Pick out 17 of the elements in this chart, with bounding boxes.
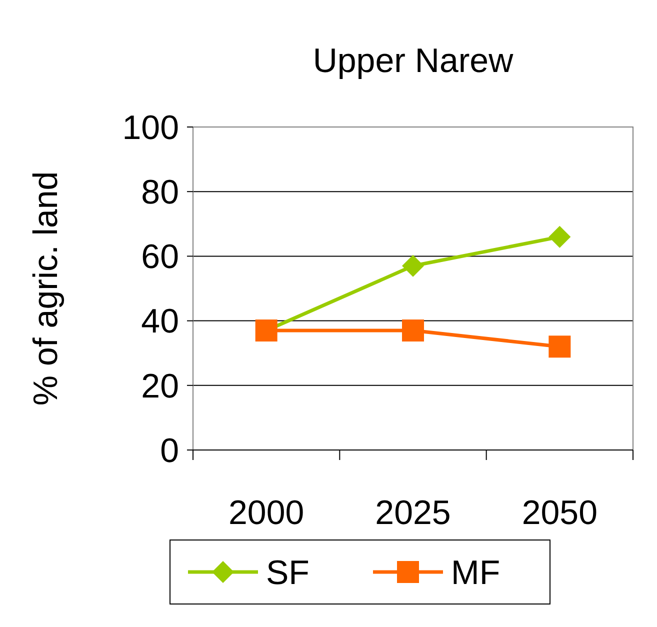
point — [402, 254, 424, 277]
point — [402, 319, 424, 342]
y-axis-title: % of agric. land — [27, 171, 65, 406]
point — [548, 226, 571, 248]
x-tick-label: 2025 — [375, 494, 451, 532]
point — [548, 336, 571, 358]
legend-label: SF — [266, 554, 310, 592]
x-tick-label: 2050 — [522, 494, 598, 532]
x-tick-label: 2000 — [228, 494, 304, 532]
y-tick-label: 60 — [141, 238, 179, 276]
y-tick-label: 0 — [160, 432, 179, 470]
legend-label: MF — [451, 554, 500, 592]
chart-title: Upper Narew — [312, 42, 514, 80]
y-tick-label: 100 — [122, 108, 179, 147]
y-tick-label: 40 — [141, 302, 179, 341]
y-tick-label: 80 — [141, 174, 179, 212]
y-tick-label: 20 — [141, 367, 179, 406]
